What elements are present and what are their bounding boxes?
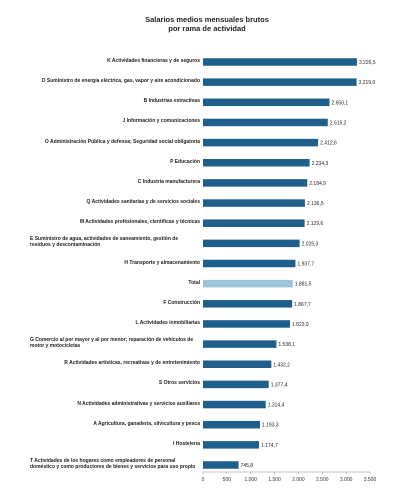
bar <box>203 78 357 86</box>
category-label: D Suministro de energía eléctrica, gas, … <box>41 78 200 85</box>
bar <box>203 380 269 389</box>
category-label: B Industrias extractivas <box>143 98 200 105</box>
category-label: M Actividades profesionales, científicas… <box>79 219 200 226</box>
value-label: 745,8 <box>241 463 254 469</box>
value-label: 3.226,5 <box>359 60 376 66</box>
bar <box>203 360 272 368</box>
category-label: I Hostelería <box>173 440 200 447</box>
x-tick-label: 2.500 <box>316 477 329 483</box>
value-label: 2.184,9 <box>309 181 326 187</box>
category-label-box: Total <box>30 280 200 286</box>
category-label: R Actividades artísticas, recreativas y … <box>64 360 200 367</box>
x-tick-label: 3.500 <box>364 477 377 483</box>
value-label: 2.234,3 <box>312 161 329 167</box>
value-label: 1.881,5 <box>295 282 312 288</box>
bar <box>203 118 328 127</box>
category-label: F Construcción <box>163 299 200 306</box>
value-label: 1.377,4 <box>271 382 288 388</box>
category-label: T Actividades de los hogares como emplea… <box>30 458 196 470</box>
category-label-box: I Hostelería <box>30 441 200 447</box>
category-label-box: E Suministro de agua, actividades de san… <box>30 236 200 248</box>
category-label-box: H Transporte y almacenamiento <box>30 260 200 266</box>
value-label: 2.412,6 <box>320 141 337 147</box>
bar <box>203 179 308 187</box>
category-label-box: O Administración Pública y defensa; Segu… <box>30 139 200 145</box>
value-label: 2.129,6 <box>307 221 324 227</box>
category-label-box: P Educación <box>30 159 200 165</box>
value-label: 2.136,5 <box>307 201 324 207</box>
value-label: 1.174,7 <box>261 443 278 449</box>
bar <box>203 58 357 66</box>
bar <box>203 300 293 308</box>
bar <box>203 441 260 449</box>
category-label-box: B Industrias extractivas <box>30 98 200 104</box>
x-tick-label: 1.000 <box>244 477 257 483</box>
chart-title: Salarios medios mensuales brutos <box>145 15 269 24</box>
value-label: 2.650,1 <box>331 100 348 106</box>
bar <box>203 420 260 429</box>
value-label: 1.937,7 <box>297 262 314 268</box>
bar <box>203 320 291 328</box>
bar <box>203 461 239 469</box>
value-label: 1.823,9 <box>292 322 309 328</box>
x-tick-label: 2.000 <box>292 477 305 483</box>
bar <box>203 219 305 227</box>
category-label-box: J Información y comunicaciones <box>30 118 200 124</box>
value-label: 3.219,0 <box>359 80 376 86</box>
category-label-box: T Actividades de los hogares como emplea… <box>30 458 200 470</box>
category-label: P Educación <box>170 158 200 165</box>
bar <box>203 259 296 268</box>
category-label: O Administración Pública y defensa; Segu… <box>44 138 200 145</box>
chart-title: por rama de actividad <box>168 24 246 33</box>
bar <box>203 400 266 409</box>
category-label: N Actividades administrativas y servicio… <box>77 400 200 407</box>
category-label-box: D Suministro de energía eléctrica, gas, … <box>30 78 200 84</box>
value-label: 1.314,4 <box>268 403 285 409</box>
category-label: J Información y comunicaciones <box>122 118 200 125</box>
category-label-box: C Industria manufacturera <box>30 179 200 185</box>
category-label-box: Q Actividades sanitarias y de servicios … <box>30 199 201 206</box>
category-label: Q Actividades sanitarias y de servicios … <box>86 199 201 206</box>
value-label: 1.432,2 <box>273 362 290 368</box>
value-label: 1.538,1 <box>278 342 295 348</box>
category-label: E Suministro de agua, actividades de san… <box>30 236 179 249</box>
bar <box>203 239 300 248</box>
bar <box>203 340 277 348</box>
x-tick-label: 1.500 <box>268 477 281 483</box>
bar <box>203 138 319 147</box>
category-label-box: S Otros servicios <box>30 380 200 386</box>
category-label: K Actividades financieras y de seguros <box>107 58 200 64</box>
category-label-box: A Agricultura, ganadería, silvicultura y… <box>30 421 200 427</box>
x-tick-label: 0 <box>202 477 205 483</box>
bar <box>203 279 293 288</box>
value-label: 2.615,2 <box>330 120 347 126</box>
category-label: G Comercio al por mayor y al por menor; … <box>30 337 194 350</box>
category-label: L Actividades inmobiliarias <box>135 319 200 326</box>
bar <box>203 98 330 107</box>
x-tick-label: 500 <box>223 477 232 483</box>
category-label-box: G Comercio al por mayor y al por menor; … <box>30 337 200 349</box>
category-label-box: N Actividades administrativas y servicio… <box>30 401 200 407</box>
category-label-box: K Actividades financieras y de seguros <box>30 58 200 64</box>
category-label-box: F Construcción <box>30 300 200 306</box>
category-label: S Otros servicios <box>158 380 200 387</box>
category-label: H Transporte y almacenamiento <box>124 259 200 266</box>
category-label: A Agricultura, ganadería, silvicultura y… <box>93 420 200 427</box>
value-label: 2.025,3 <box>302 241 319 247</box>
category-label-box: M Actividades profesionales, científicas… <box>30 219 200 225</box>
x-tick-label: 3.000 <box>340 477 353 483</box>
category-label-box: L Actividades inmobiliarias <box>30 320 200 326</box>
value-label: 1.867,7 <box>294 302 311 308</box>
category-label: Total <box>188 279 200 286</box>
bar <box>203 159 310 167</box>
value-label: 1.193,3 <box>262 423 279 429</box>
bar <box>203 199 305 207</box>
category-label-box: R Actividades artísticas, recreativas y … <box>30 360 200 366</box>
category-label: C Industria manufacturera <box>137 178 200 185</box>
